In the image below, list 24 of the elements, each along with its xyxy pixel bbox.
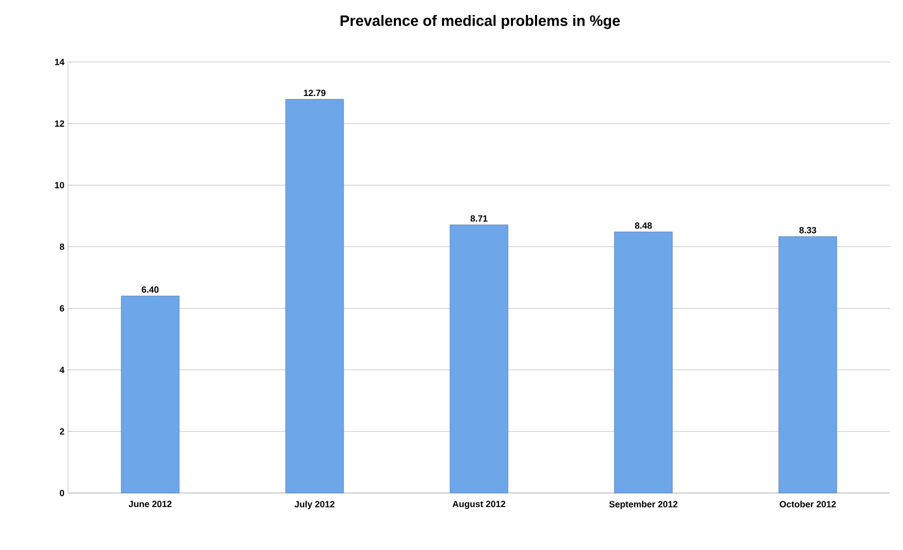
y-tick-label: 2 bbox=[60, 428, 64, 435]
bar bbox=[121, 296, 180, 494]
bar bbox=[450, 224, 508, 494]
x-tick-label: June 2012 bbox=[128, 500, 172, 508]
data-label: 8.33 bbox=[799, 226, 816, 234]
chart-title: Prevalence of medical problems in %ge bbox=[340, 14, 620, 29]
x-tick-label: October 2012 bbox=[780, 500, 836, 508]
bar bbox=[778, 236, 838, 494]
y-tick-label: 0 bbox=[60, 490, 64, 496]
bar bbox=[285, 99, 344, 494]
y-tick-label: 6 bbox=[60, 305, 64, 312]
y-tick-label: 12 bbox=[55, 120, 64, 127]
y-tick-label: 10 bbox=[55, 182, 64, 188]
data-label: 8.71 bbox=[470, 215, 488, 222]
x-tick-label: August 2012 bbox=[452, 500, 506, 509]
y-tick-label: 8 bbox=[60, 244, 64, 250]
data-label: 12.79 bbox=[304, 90, 326, 96]
data-label: 8.48 bbox=[634, 222, 652, 229]
y-tick-label: 14 bbox=[55, 58, 64, 66]
x-tick-label: September 2012 bbox=[609, 500, 678, 510]
bar bbox=[614, 232, 673, 494]
y-tick-label: 4 bbox=[60, 366, 64, 373]
data-label: 6.40 bbox=[142, 286, 159, 293]
x-tick-label: July 2012 bbox=[294, 500, 334, 510]
